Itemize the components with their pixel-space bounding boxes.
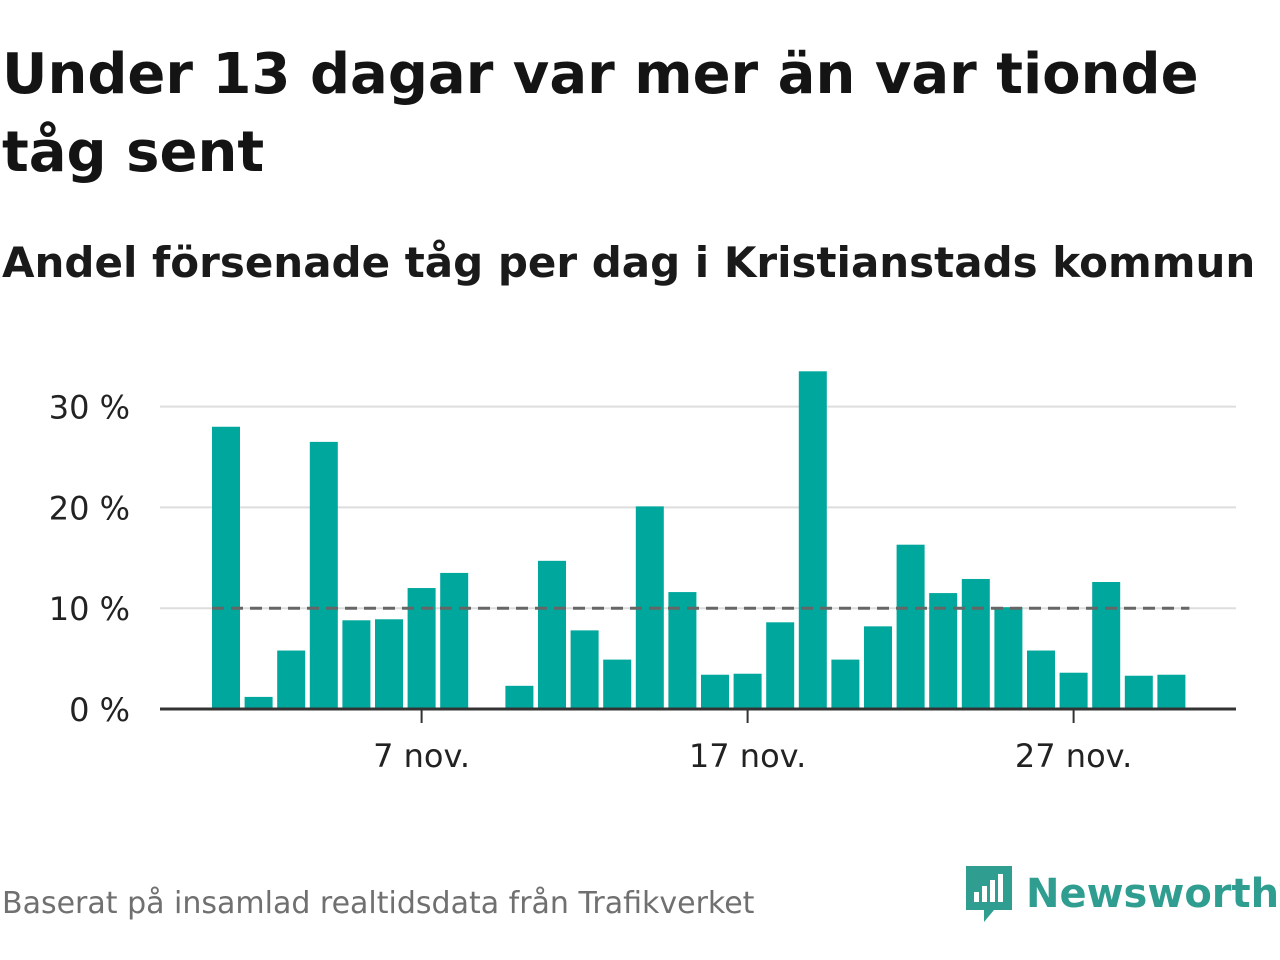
bar-2023-11-04	[309, 441, 338, 709]
bar-2023-11-17	[733, 673, 762, 709]
y-tick-label: 30 %	[49, 389, 130, 427]
bar-2023-11-01	[212, 426, 240, 709]
bar-2023-11-27	[1059, 672, 1088, 709]
bar-2023-11-02	[244, 696, 273, 709]
bar-2023-11-28	[1092, 581, 1121, 709]
bar-2023-11-16	[701, 674, 729, 709]
source-note: Baserat på insamlad realtidsdata från Tr…	[2, 886, 755, 921]
bar-2023-11-26	[1027, 650, 1055, 709]
brand-name: Newsworthy	[1026, 871, 1280, 917]
bar-2023-11-19	[798, 371, 827, 709]
newsworthy-chart-icon	[966, 866, 1012, 922]
chart-subtitle: Andel försenade tåg per dag i Kristianst…	[2, 238, 1256, 287]
brand-logo: Newsworthy	[964, 864, 1280, 924]
bar-chart: 0 % 10 % 20 % 30 % 7 nov. 17 nov. 27 nov.	[49, 371, 1236, 775]
bar-2023-11-12	[570, 630, 599, 709]
y-tick-label: 20 %	[49, 489, 130, 527]
chart-title: Under 13 dagar var mer än var tionde tåg…	[2, 42, 1199, 185]
bar-2023-11-29	[1124, 675, 1153, 709]
bar-2023-11-06	[375, 619, 403, 709]
bars	[212, 371, 1186, 709]
bar-2023-11-13	[603, 659, 632, 709]
bar-2023-11-10	[505, 685, 534, 709]
bar-2023-11-07	[407, 588, 436, 709]
bar-2023-11-21	[864, 626, 892, 709]
bar-2023-11-24	[961, 578, 990, 709]
axes: 0 % 10 % 20 % 30 % 7 nov. 17 nov. 27 nov.	[49, 389, 1236, 775]
bar-2023-11-03	[277, 650, 306, 709]
bar-2023-11-15	[668, 592, 697, 709]
bar-2023-11-08	[440, 572, 469, 709]
bar-2023-11-30	[1157, 674, 1186, 709]
bar-2023-11-22	[896, 544, 925, 709]
y-tick-label: 10 %	[49, 590, 130, 628]
bar-2023-11-05	[342, 620, 371, 709]
bar-2023-11-18	[766, 622, 795, 709]
x-tick-label: 27 nov.	[1015, 737, 1132, 775]
bar-2023-11-11	[538, 560, 566, 709]
x-tick-label: 7 nov.	[373, 737, 470, 775]
y-tick-label: 0 %	[69, 691, 130, 729]
bar-2023-11-20	[831, 659, 860, 709]
x-tick-label: 17 nov.	[689, 737, 806, 775]
bar-2023-11-23	[929, 593, 958, 709]
bar-2023-11-25	[994, 607, 1023, 709]
